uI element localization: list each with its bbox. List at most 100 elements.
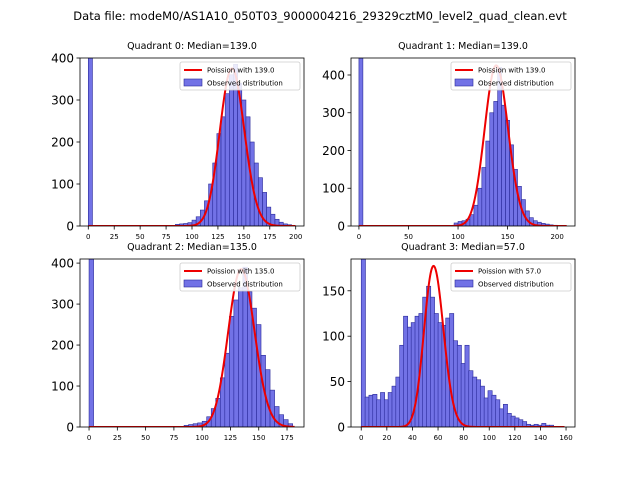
quadrant-3-xtick-label: 140: [534, 434, 547, 442]
quadrant-2-legend-bar-swatch: [183, 279, 203, 288]
quadrant-0-xtick-label: 200: [289, 233, 302, 241]
quadrant-1-bar: [489, 112, 495, 226]
quadrant-0-xtick-label: 25: [110, 233, 119, 241]
quadrant-0-xtick-label: 100: [185, 233, 198, 241]
quadrant-3-xtick-label: 0: [359, 434, 363, 442]
quadrant-1-legend-poisson-label: Poission with 139.0: [478, 67, 546, 75]
quadrant-3-xtick-label: 40: [408, 434, 417, 442]
quadrant-3-legend-poisson-label: Poission with 57.0: [478, 268, 541, 276]
quadrant-1-bar: [501, 104, 506, 226]
quadrant-1-title: Quadrant 1: Median=139.0: [398, 41, 528, 52]
quadrant-3-xtick-label: 160: [559, 434, 572, 442]
quadrant-2-xtick-label: 175: [280, 434, 293, 442]
quadrant-3-xtick-label: 80: [459, 434, 468, 442]
quadrant-0-legend-observed-label: Observed distribution: [207, 80, 283, 88]
quadrant-2-ytick-label: 0: [66, 421, 74, 435]
quadrant-0-xtick-label: 150: [237, 233, 250, 241]
quadrant-2-bar: [224, 352, 230, 427]
quadrant-2-legend-observed-label: Observed distribution: [207, 281, 283, 289]
quadrant-1-legend-observed-label: Observed distribution: [478, 80, 554, 88]
quadrant-2-legend-box: [179, 262, 301, 292]
quadrant-2-bar: [287, 423, 293, 427]
quadrant-0-ytick-label: 400: [51, 52, 74, 66]
quadrant-0-legend: Poission with 139.0 Observed distributio…: [179, 61, 301, 91]
quadrant-3-legend: Poission with 57.0 Observed distribution: [450, 262, 572, 292]
quadrant-0-poisson-curve: [88, 67, 296, 226]
quadrant-2-bar: [256, 324, 262, 427]
quadrant-1-bar: [493, 101, 498, 226]
quadrant-3-xtick-label: 120: [508, 434, 521, 442]
quadrant-3-ytick-label: 0: [337, 421, 345, 435]
quadrant-1-poisson-curve: [358, 64, 567, 226]
quadrant-0-bar: [258, 177, 263, 226]
quadrant-3-ytick-label: 100: [322, 330, 345, 344]
quadrant-2-xtick-label: 150: [252, 434, 265, 442]
quadrant-3-title: Quadrant 3: Median=57.0: [401, 242, 525, 253]
quadrant-3-bars: [360, 259, 554, 427]
quadrant-0-legend-poisson-label: Poission with 139.0: [207, 67, 275, 75]
quadrant-2-title: Quadrant 2: Median=135.0: [127, 242, 257, 253]
quadrant-3-axes-frame: [350, 258, 576, 428]
quadrant-1-ytick-label: 300: [322, 106, 345, 120]
quadrant-1-xtick-label: 50: [404, 233, 413, 241]
quadrant-2-axes-frame: [79, 258, 305, 428]
quadrant-1-legend-box: [450, 61, 572, 91]
quadrant-1-xtick-label: 200: [550, 233, 563, 241]
quadrant-1-bar: [481, 167, 487, 226]
quadrant-3-axes: 0 20 40 60 80 100 120 140 160 0 50 100 150: [322, 258, 576, 442]
quadrant-2-legend: Poission with 135.0 Observed distributio…: [179, 262, 301, 292]
quadrant-2-xtick-label: 0: [87, 434, 91, 442]
quadrant-0-bar: [87, 58, 93, 226]
quadrant-2-ytick-label: 100: [51, 380, 74, 394]
quadrant-2-xtick-label: 100: [195, 434, 208, 442]
quadrant-1-bar: [485, 140, 491, 226]
quadrant-0-xtick-label: 0: [86, 233, 90, 241]
quadrant-3-legend-box: [450, 262, 572, 292]
quadrant-2-bar: [238, 287, 244, 427]
quadrant-2-xtick-label: 75: [169, 434, 178, 442]
quadrant-1-legend: Poission with 139.0 Observed distributio…: [450, 61, 572, 91]
quadrant-0-xtick-label: 175: [263, 233, 276, 241]
quadrant-3-ytick-label: 150: [322, 284, 345, 298]
quadrant-3-xtick-label: 20: [382, 434, 391, 442]
quadrant-2-ytick-label: 200: [51, 339, 74, 353]
quadrant-0-ytick-label: 200: [51, 136, 74, 150]
quadrant-1-xtick-label: 150: [501, 233, 514, 241]
quadrant-2-xtick-label: 125: [224, 434, 237, 442]
quadrant-0-bar: [229, 74, 234, 226]
quadrant-2-ytick-label: 400: [51, 257, 74, 271]
quadrant-0-title: Quadrant 0: Median=139.0: [127, 41, 257, 52]
quadrant-3-bar: [360, 259, 366, 427]
quadrant-0-xtick-label: 50: [136, 233, 145, 241]
quadrant-3-ytick-label: 50: [330, 375, 345, 389]
quadrant-2-xtick-label: 50: [141, 434, 150, 442]
quadrant-0-legend-box: [179, 61, 301, 91]
quadrant-2-bar: [88, 259, 94, 427]
quadrant-2-bar: [269, 389, 275, 427]
quadrant-1-ytick-label: 100: [322, 182, 345, 196]
quadrant-2-xtick-label: 25: [113, 434, 122, 442]
quadrant-1-ytick-label: 200: [322, 144, 345, 158]
quadrant-1-poisson-curve-group: [358, 64, 567, 226]
quadrant-2-legend-poisson-label: Poission with 135.0: [207, 268, 275, 276]
quadrant-1-bar: [497, 67, 502, 226]
quadrant-2-bars: [88, 259, 293, 427]
quadrant-1-xtick-label: 0: [357, 233, 361, 241]
panel-quadrant-0: Quadrant 0: Median=139.0 0 25 50 75 100 125 15…: [51, 41, 305, 241]
quadrant-0-bar: [220, 116, 226, 226]
quadrant-2-bar: [229, 316, 235, 427]
quadrant-1-axes-frame: [350, 57, 576, 227]
quadrant-1-legend-bar-swatch: [454, 78, 474, 87]
quadrant-1-bars: [358, 58, 558, 226]
quadrant-0-xtick-label: 75: [162, 233, 171, 241]
quadrant-2-axes: 0 25 50 75 100 125 150 175 0 100 200 300 400: [51, 257, 305, 442]
quadrant-2-bar: [233, 299, 239, 427]
panel-quadrant-2: Quadrant 2: Median=135.0 0 25 50 75 100 125 15…: [51, 242, 305, 442]
quadrant-3-xtick-label: 100: [483, 434, 496, 442]
panel-quadrant-3: Quadrant 3: Median=57.0 0 20 40 60 80 100 120 1…: [322, 242, 576, 442]
quadrant-3-xtick-label: 60: [434, 434, 443, 442]
quadrant-0-ytick-label: 100: [51, 178, 74, 192]
panel-quadrant-1: Quadrant 1: Median=139.0 0 50 100 150 200 0 10…: [322, 41, 576, 241]
quadrant-0-axes: 0 25 50 75 100 125 150 175 200 0 100 200 300 400: [51, 52, 305, 241]
